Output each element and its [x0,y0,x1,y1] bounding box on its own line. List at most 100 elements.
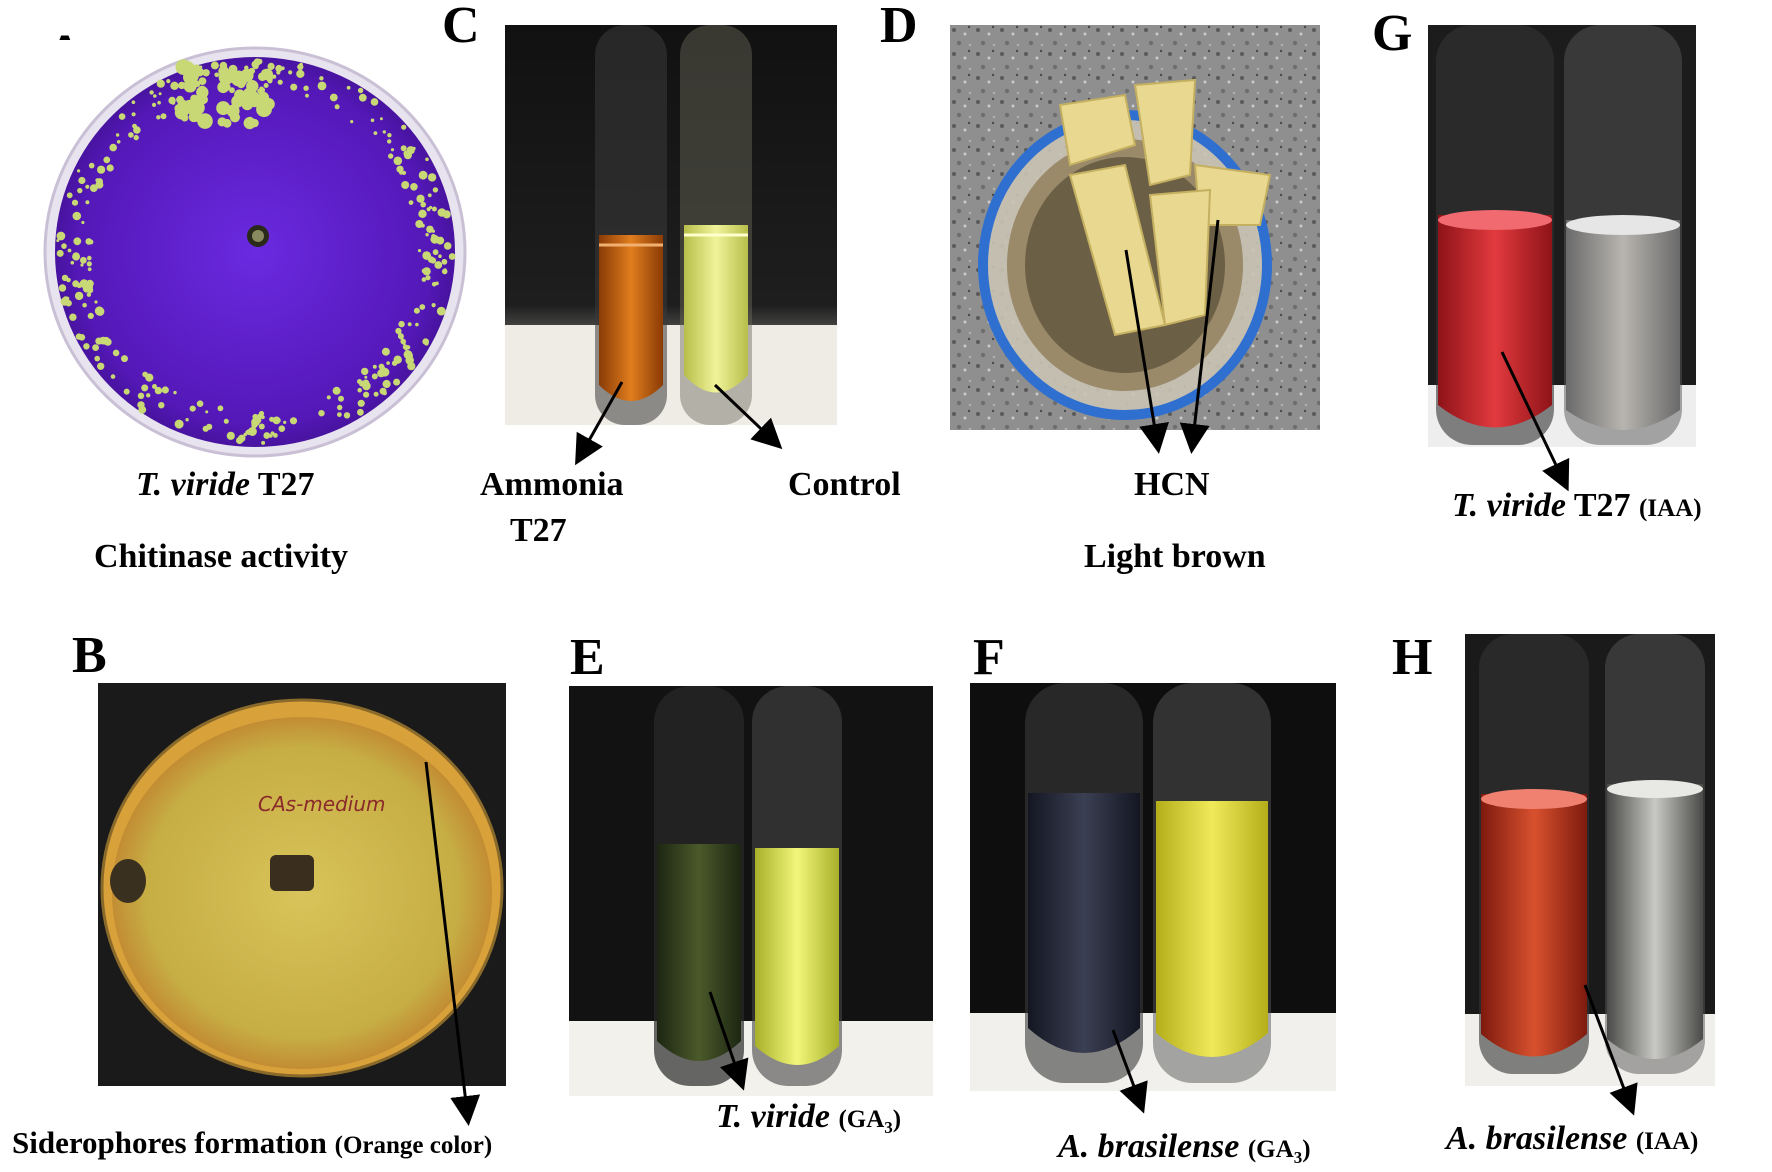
colony-speck [72,211,82,221]
colony-speck [137,401,145,409]
assay-name: Siderophores formation [12,1125,335,1160]
colony-speck [69,313,77,321]
colony-speck [373,391,379,397]
colony-speck [431,206,437,212]
colony-speck [80,263,84,267]
colony-speck [350,120,354,124]
colony-speck [280,66,285,71]
colony-speck [226,431,235,440]
colony-speck [157,100,161,105]
colony-speck [72,252,80,259]
colony-speck [303,85,309,91]
colony-speck [371,373,378,380]
colony-speck [72,280,80,288]
colony-speck [382,379,391,389]
colony-speck [296,69,305,78]
colony-speck [429,257,437,264]
colony-speck [426,225,434,233]
colony-speck [420,201,427,208]
colony-speck [131,100,136,104]
colony-speck [439,239,444,244]
colony-speck [426,207,431,212]
colony-speck [273,433,278,438]
colony-speck [410,183,418,191]
colony-speck [403,151,412,160]
colony-speck [86,261,92,267]
iaa-tubes-t-viride [1428,25,1696,447]
colony-speck [87,312,94,319]
colony-speck [166,79,171,84]
colony-speck [393,355,402,364]
plate-handwriting: CAs-medium [258,792,385,816]
colony-speck [152,384,157,389]
colony-cluster [256,101,272,118]
colony-speck [196,400,204,408]
colony-speck [448,253,456,260]
panel-g-caption: T. viride T27 (IAA) [1452,487,1702,524]
colony-cluster [197,113,213,129]
colony-cluster [180,61,195,76]
colony-speck [343,412,351,419]
colony-speck [118,113,126,120]
colony-speck [115,133,120,137]
colony-speck [319,76,324,81]
colony-speck [400,145,407,152]
colony-speck [422,251,432,260]
colony-speck [305,93,309,98]
assay-label: (IAA) [1635,1128,1699,1155]
colony-speck [275,64,283,73]
colony-speck [404,347,408,351]
panel-f-caption: A. brasilense (GA3) [1058,1128,1311,1168]
colony-speck [81,220,85,225]
colony-speck [386,361,390,365]
colony-speck [85,184,90,189]
colony-cluster [192,64,201,73]
colony-cluster [257,91,270,104]
colony-speck [205,410,209,414]
assay-label: (GA3) [1247,1136,1311,1167]
colony-speck [217,405,224,412]
colony-speck [141,384,149,392]
colony-speck [133,126,141,134]
colony-speck [413,307,420,314]
organism-name: T. viride [136,466,250,503]
colony-speck [86,284,93,291]
colony-speck [261,440,266,445]
colony-speck [161,386,169,394]
colony-speck [252,413,259,420]
colony-speck [421,277,427,282]
colony-speck [275,417,281,424]
colony-speck [443,242,452,250]
panel-a-caption-2: Chitinase activity [94,538,349,575]
colony-speck [168,96,176,105]
colony-cluster [246,80,259,93]
colony-speck [158,92,162,96]
colony-speck [95,180,104,189]
colony-speck [432,187,439,193]
colony-speck [337,404,343,411]
colony-speck [417,249,422,253]
colony-speck [393,156,403,166]
colony-speck [58,284,67,292]
organism-name: T. viride [716,1098,830,1135]
colony-speck [338,395,344,402]
colony-speck [438,254,442,258]
colony-speck [388,153,394,159]
panel-e-letter: E [570,629,605,686]
colony-cluster [217,117,227,127]
colony-speck [288,70,293,75]
colony-speck [173,390,177,395]
colony-speck [373,131,378,135]
colony-speck [434,261,443,269]
colony-speck [156,115,161,120]
colony-speck [435,281,439,286]
colony-speck [263,432,271,439]
colony-speck [377,369,386,378]
colony-cluster [216,101,231,116]
colony-speck [364,375,368,379]
subscript: 3 [884,1118,893,1137]
panel-a-photo [40,40,470,460]
colony-speck [258,423,265,430]
colony-speck [398,320,405,328]
colony-speck [443,268,447,272]
